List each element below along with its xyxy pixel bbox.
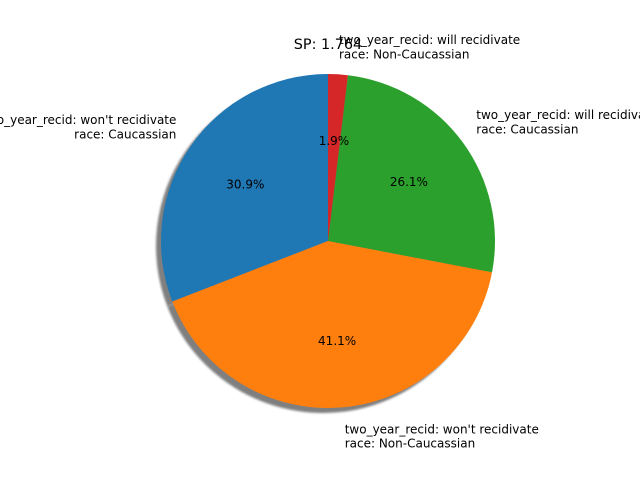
pie-slice-category-label: two_year_recid: won't recidivate race: No… [345, 422, 539, 450]
pie-slices [160, 74, 495, 409]
pie-slice-category-label: two_year_recid: won't recidivate race: Ca… [0, 113, 176, 141]
pie-slice-1 [172, 241, 493, 409]
pie-slice-category-label: two_year_recid: will recidivate race: Cau… [476, 108, 640, 136]
pie-slice-category-label: two_year_recid: will recidivate race: Non… [339, 33, 520, 61]
pie-slice-category-label-line: two_year_recid: will recidivate [476, 108, 640, 122]
pie-slice-3 [328, 74, 348, 241]
pie-slice-percent-label: 26.1% [390, 175, 428, 189]
pie-slice-category-label-line: race: Non-Caucassian [339, 48, 469, 62]
pie-slice-category-label-line: two_year_recid: won't recidivate [0, 113, 176, 127]
pie-slice-category-label-line: race: Caucassian [476, 123, 578, 137]
pie-slice-category-label-line: race: Caucassian [74, 127, 176, 141]
pie-slice-percent-label: 1.9% [319, 134, 350, 148]
pie-slice-category-label-line: two_year_recid: will recidivate [339, 33, 520, 47]
pie-slice-2 [328, 75, 495, 273]
pie-slice-percent-label: 30.9% [226, 177, 264, 191]
pie-slice-percent-label: 41.1% [318, 334, 356, 348]
pie-labels: 30.9%two_year_recid: won't recidivate rac… [0, 33, 640, 451]
pie-slice-category-label-line: race: Non-Caucassian [345, 437, 475, 451]
chart-title: SP: 1.764 [294, 37, 362, 53]
pie-slice-0 [160, 74, 328, 302]
pie-slice-category-label-line: two_year_recid: won't recidivate [345, 422, 539, 436]
